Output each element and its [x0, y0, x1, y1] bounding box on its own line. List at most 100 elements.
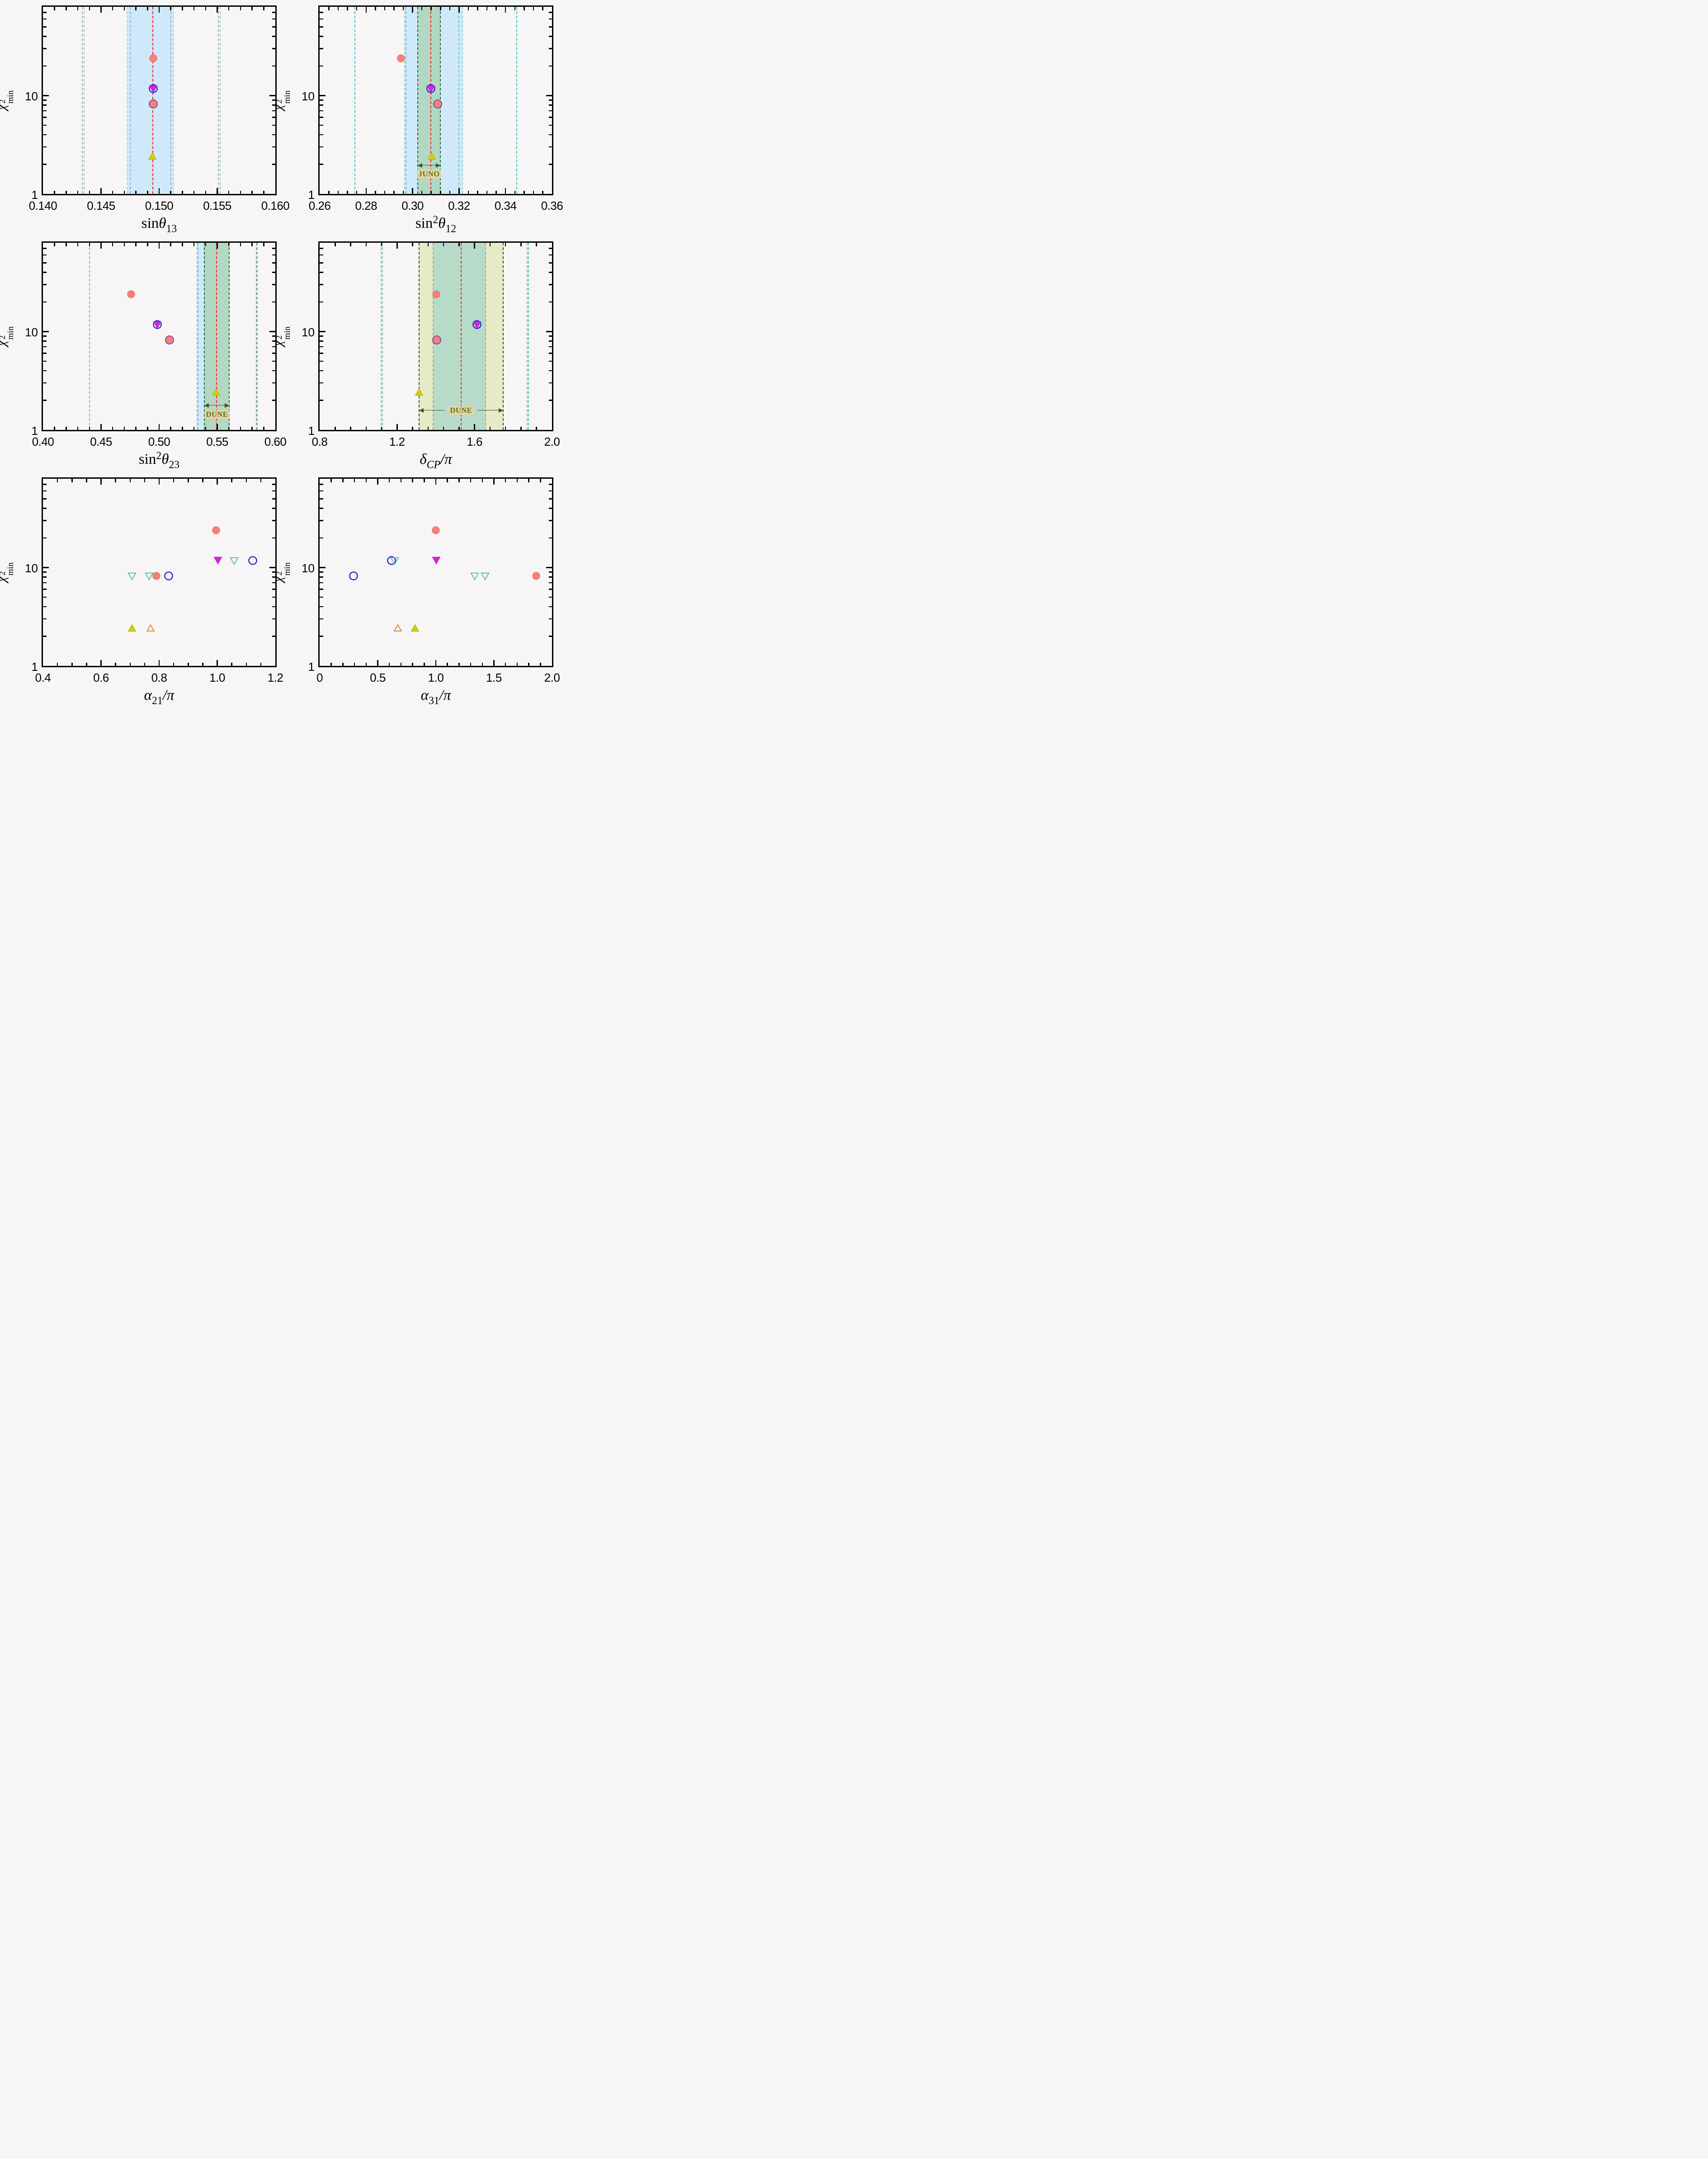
x-tick: [412, 7, 413, 13]
y-tick: [548, 596, 552, 598]
x-tick: [328, 190, 330, 194]
y-tick: [548, 36, 552, 37]
plot-area: [42, 5, 277, 195]
plot-area: [318, 241, 553, 431]
x-tick: [350, 426, 351, 430]
y-tick: [272, 48, 275, 49]
x-axis-title: δCP/π: [420, 451, 452, 471]
pink-filled-circle-marker: [149, 100, 157, 108]
x-tick-label: 0.6: [93, 671, 109, 684]
x-tick: [381, 426, 382, 430]
y-tick: [320, 331, 326, 332]
y-tick: [43, 95, 49, 96]
y-tick: [43, 567, 49, 568]
x-tick: [193, 426, 195, 430]
plot-area: [42, 241, 277, 431]
x-tick: [489, 243, 491, 246]
y-tick: [272, 110, 275, 112]
x-tick: [520, 243, 522, 246]
y-tick: [272, 248, 275, 249]
y-tick: [43, 65, 47, 67]
x-tick-label: 0.26: [308, 199, 331, 212]
x-tick: [477, 7, 478, 10]
y-tick: [320, 95, 326, 96]
y-tick: [272, 26, 275, 28]
y-tick: [320, 571, 323, 573]
y-tick: [43, 589, 47, 590]
x-tick: [173, 479, 175, 482]
y-tick-label: 10: [25, 90, 38, 104]
y-tick-label: 1: [31, 660, 38, 674]
y-tick: [548, 520, 552, 521]
x-tick: [193, 7, 195, 10]
x-tick: [86, 662, 87, 666]
x-tick: [486, 190, 488, 194]
x-tick: [516, 479, 518, 482]
y-tick: [548, 490, 552, 492]
x-tick: [144, 662, 146, 666]
x-tick: [365, 426, 367, 430]
x-tick: [524, 190, 525, 194]
y-tick: [43, 99, 47, 101]
x-tick: [77, 190, 79, 194]
y-tick: [320, 484, 323, 485]
y-tick: [548, 335, 552, 337]
x-tick: [228, 243, 230, 246]
reference-line: [89, 243, 90, 430]
x-tick: [421, 7, 423, 10]
x-tick: [474, 243, 475, 249]
y-tick-label: 1: [308, 188, 315, 202]
y-tick: [320, 110, 323, 112]
x-tick: [100, 7, 102, 13]
y-tick: [320, 284, 323, 285]
y-tick: [43, 582, 47, 584]
x-tick: [112, 7, 113, 10]
x-tick: [205, 243, 207, 246]
teal-open-down-triangle-marker: [127, 572, 137, 581]
y-tick: [43, 164, 47, 165]
y-tick: [320, 65, 323, 67]
y-tick: [548, 117, 552, 118]
panel-alpha31: 0 0.5 1.0 1.5 2.0 1 10 α31/π χ 2 min: [270, 477, 560, 706]
x-tick-label: 0.60: [264, 435, 287, 448]
arrowhead-right-icon: [499, 408, 504, 413]
x-tick: [458, 7, 460, 13]
y-tick: [548, 576, 552, 578]
x-tick: [135, 243, 137, 246]
reference-line: [503, 243, 504, 430]
x-tick: [421, 190, 423, 194]
x-tick-label: 0.4: [35, 671, 51, 684]
x-tick: [263, 426, 264, 430]
y-tick: [272, 124, 275, 126]
y-tick: [43, 26, 47, 28]
x-tick: [54, 426, 55, 430]
x-tick: [77, 243, 79, 246]
y-tick: [43, 636, 47, 637]
x-tick: [112, 426, 113, 430]
y-tick: [43, 576, 47, 578]
pink-filled-circle-marker: [149, 54, 157, 62]
x-tick: [536, 426, 537, 430]
y-tick: [320, 537, 323, 539]
x-tick: [231, 479, 232, 482]
x-tick: [528, 479, 529, 482]
y-tick: [320, 272, 323, 273]
x-tick: [89, 190, 90, 194]
yellow-filled-up-triangle-marker: [415, 388, 424, 396]
blue-open-circle-marker: [164, 571, 173, 581]
x-tick: [123, 243, 125, 246]
x-tick: [217, 660, 218, 666]
blue-open-circle-marker: [387, 556, 396, 565]
y-tick: [272, 636, 275, 637]
x-tick-label: 0: [316, 671, 323, 684]
x-tick: [402, 190, 404, 194]
x-tick-label: 1.2: [267, 671, 283, 684]
y-tick: [320, 400, 323, 401]
x-tick: [495, 7, 497, 10]
x-tick: [388, 662, 390, 666]
y-tick: [320, 18, 323, 20]
x-tick: [112, 190, 113, 194]
magenta-filled-down-triangle-marker: [472, 321, 481, 329]
